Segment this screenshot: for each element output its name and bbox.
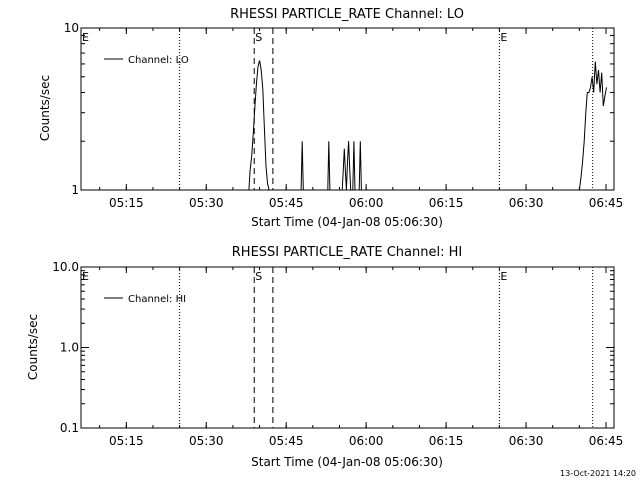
panel-lo: RHESSI PARTICLE_RATE Channel: LO 05:15 05…: [38, 7, 623, 229]
y-axis-label: Counts/sec: [38, 75, 52, 141]
event-marker-label: E: [500, 270, 507, 283]
event-marker-label: E: [500, 31, 507, 44]
plot-frame: [80, 266, 615, 429]
x-axis-label: Start Time (04-Jan-08 05:06:30): [251, 455, 443, 469]
event-marker-label: S: [255, 270, 262, 283]
x-tick-label: 06:45: [589, 196, 624, 210]
x-tick-label: 06:30: [509, 196, 544, 210]
x-tick-label: 06:15: [429, 434, 464, 448]
x-tick-label: 05:45: [269, 434, 304, 448]
plot-frame: [80, 27, 615, 191]
x-tick-label: 05:30: [189, 434, 224, 448]
event-marker-label: E: [82, 31, 89, 44]
event-marker-label: E: [82, 270, 89, 283]
chart-title: RHESSI PARTICLE_RATE Channel: LO: [230, 7, 464, 22]
legend-label: Channel: LO: [128, 55, 189, 66]
x-tick-label: 06:00: [349, 434, 384, 448]
y-tick-label: 1: [71, 183, 79, 197]
x-tick-label: 05:45: [269, 196, 304, 210]
x-tick-label: 05:15: [109, 196, 144, 210]
series-line: [248, 60, 607, 191]
x-tick-label: 06:15: [429, 196, 464, 210]
plot-area: 05:15 05:30 05:45 06:00 06:15 06:30 06:45 0.1 1.…: [52, 260, 623, 448]
x-tick-label: 06:30: [509, 434, 544, 448]
y-tick-label: 0.1: [60, 421, 79, 435]
x-tick-label: 06:45: [589, 434, 624, 448]
event-marker-label: S: [255, 31, 262, 44]
y-tick-label: 10.0: [52, 260, 79, 274]
y-tick-label: 1.0: [60, 341, 79, 355]
x-tick-label: 06:00: [349, 196, 384, 210]
x-tick-label: 05:15: [109, 434, 144, 448]
legend-label: Channel: HI: [128, 294, 186, 305]
chart-title: RHESSI PARTICLE_RATE Channel: HI: [232, 245, 462, 260]
y-axis-label: Counts/sec: [26, 314, 40, 380]
y-tick-label: 10: [64, 21, 79, 35]
x-axis-label: Start Time (04-Jan-08 05:06:30): [251, 215, 443, 229]
x-tick-label: 05:30: [189, 196, 224, 210]
footer-timestamp: 13-Oct-2021 14:20: [560, 469, 636, 478]
panel-hi: RHESSI PARTICLE_RATE Channel: HI 05:15 05…: [26, 245, 623, 469]
